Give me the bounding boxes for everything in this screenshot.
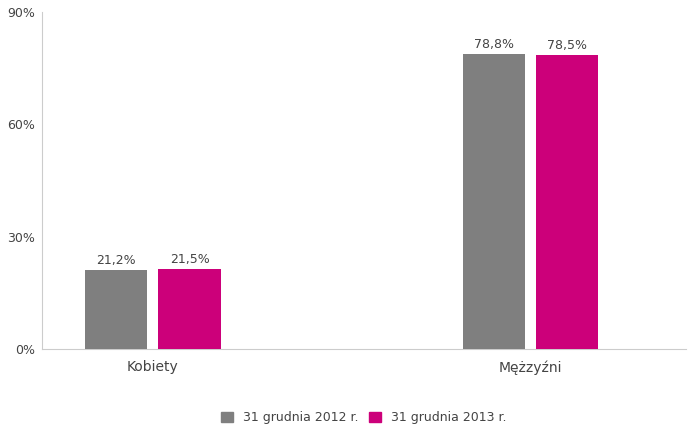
Text: 21,2%: 21,2%	[96, 254, 136, 267]
Bar	[159, 269, 220, 349]
Bar	[85, 270, 148, 349]
Legend: 31 grudnia 2012 r., 31 grudnia 2013 r.: 31 grudnia 2012 r., 31 grudnia 2013 r.	[216, 406, 512, 426]
Bar	[463, 54, 525, 349]
Bar	[536, 55, 598, 349]
Text: 78,5%: 78,5%	[547, 39, 587, 52]
Text: 21,5%: 21,5%	[170, 253, 209, 266]
Text: 78,8%: 78,8%	[474, 38, 514, 51]
